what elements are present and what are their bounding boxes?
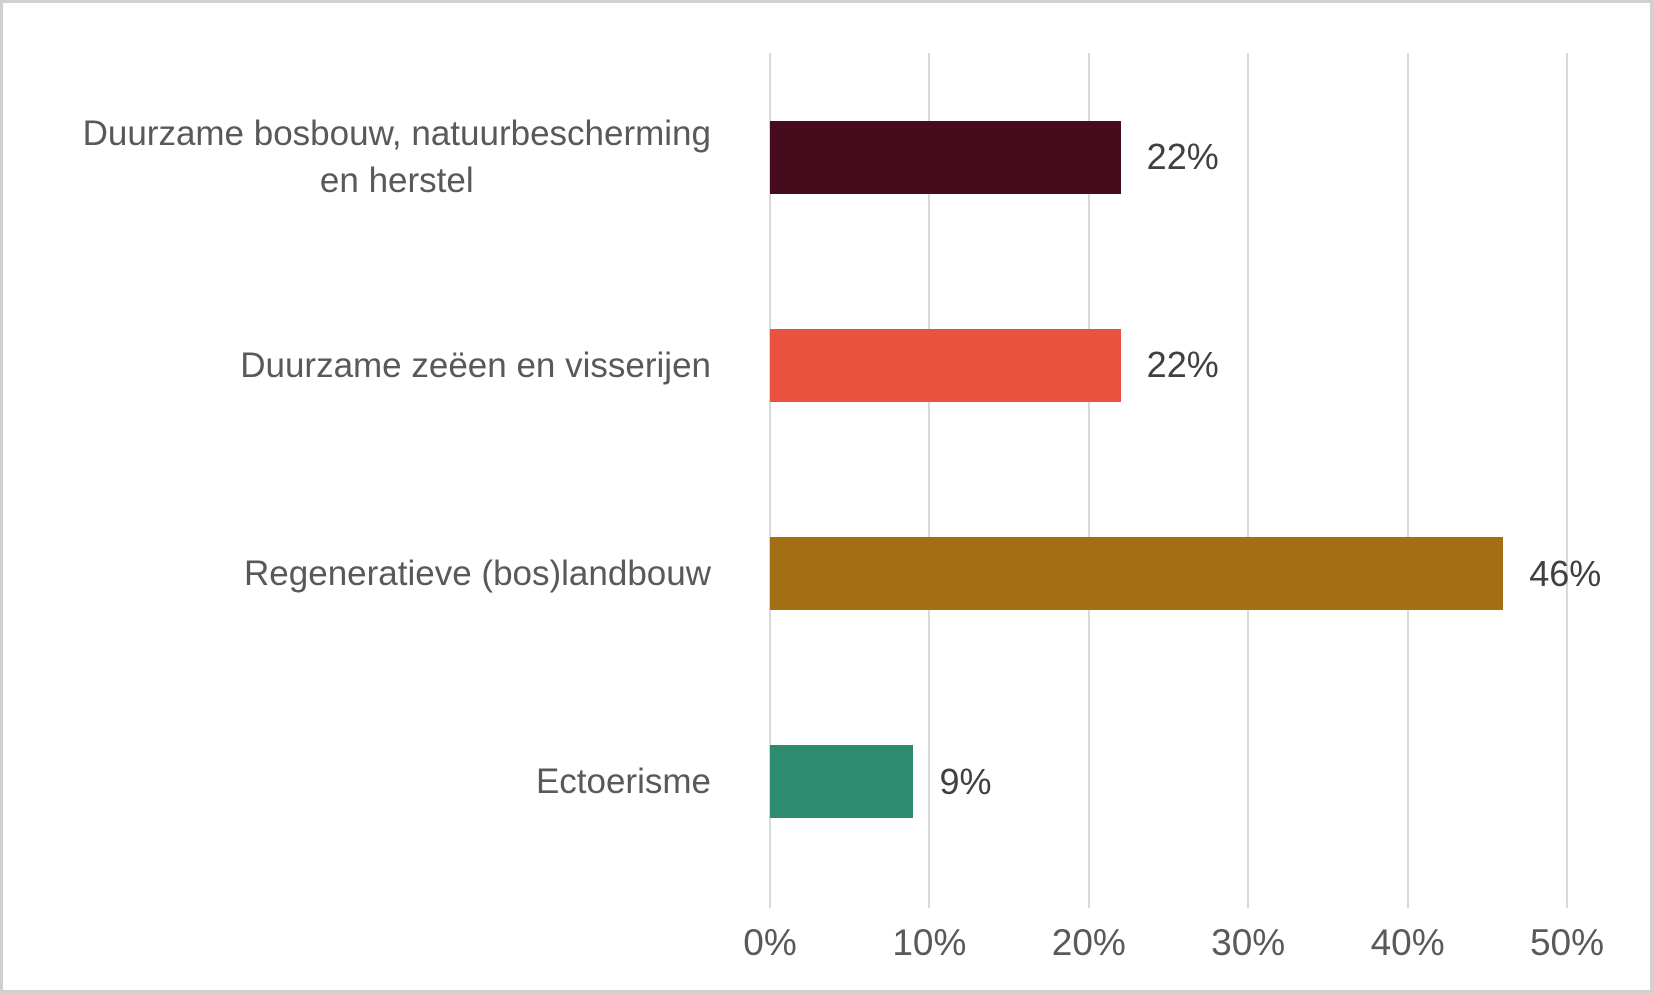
bar: [770, 537, 1504, 611]
category-label-text: Duurzame zeëen en visserijen: [240, 345, 711, 385]
category-label: Regeneratieve (bos)landbouw: [25, 514, 711, 634]
gridline: [928, 53, 931, 908]
bar: [770, 328, 1121, 402]
data-label: 46%: [1529, 552, 1602, 594]
bar: [770, 120, 1121, 194]
category-label: Ectoerisme: [25, 722, 711, 842]
gridline: [1087, 53, 1090, 908]
category-label-text: Regeneratieve (bos)landbouw: [244, 554, 711, 594]
x-axis-tick-label: 20%: [1051, 922, 1126, 963]
category-label-text: Ectoerisme: [535, 762, 711, 802]
x-axis-tick-label: 0%: [743, 922, 797, 963]
gridline: [769, 53, 771, 908]
category-label: Duurzame zeëen en visserijen: [25, 305, 711, 425]
category-label: Duurzame bosbouw, natuurbescherming en h…: [25, 97, 711, 217]
category-label-text: Duurzame bosbouw, natuurbescherming en h…: [82, 114, 711, 201]
x-axis-tick-label: 30%: [1211, 922, 1286, 963]
bar: [770, 745, 914, 819]
gridline: [1566, 53, 1568, 908]
x-axis-tick-label: 40%: [1370, 922, 1445, 963]
x-axis-tick-label: 50%: [1529, 922, 1605, 963]
gridline: [1247, 53, 1250, 908]
data-label: 22%: [1146, 344, 1219, 386]
x-axis-tick-label: 10%: [892, 922, 967, 963]
data-label: 9%: [939, 760, 992, 802]
gridline: [1406, 53, 1409, 908]
data-label: 22%: [1146, 136, 1219, 178]
